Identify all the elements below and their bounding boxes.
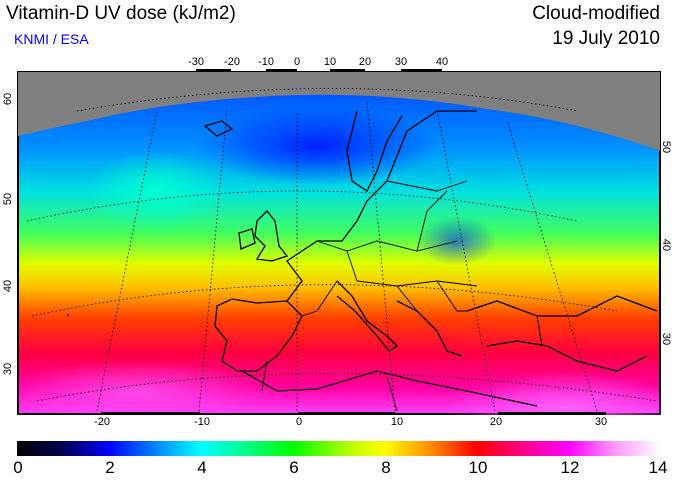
colorbar-label: 14 <box>648 458 668 477</box>
scale-segment <box>401 69 442 72</box>
colorbar-label: 4 <box>197 458 207 477</box>
bottom-lon-tick: 0 <box>295 416 303 428</box>
left-lat-tick: 30 <box>2 362 15 376</box>
coastlines <box>67 110 658 407</box>
bottom-lon-tick: -10 <box>194 416 210 428</box>
top-lon-tick: 40 <box>435 56 449 68</box>
graticule <box>26 88 658 412</box>
top-lon-tick: 10 <box>323 56 337 68</box>
product-variant: Cloud-modified <box>532 3 660 24</box>
top-lon-tick: 0 <box>293 56 301 68</box>
map-date: 19 July 2010 <box>552 28 660 49</box>
right-lat-tick: 50 <box>660 140 673 154</box>
top-lon-tick: -10 <box>258 56 274 68</box>
credit-label: KNMI / ESA <box>14 31 89 47</box>
colorbar-label: 0 <box>13 458 23 477</box>
scale-segment <box>498 412 606 415</box>
top-lon-tick: 30 <box>394 56 408 68</box>
map-title: Vitamin-D UV dose (kJ/m2) <box>6 3 236 24</box>
no-data-region <box>18 72 660 151</box>
right-lat-tick: 40 <box>660 238 673 252</box>
top-lon-tick: -20 <box>224 56 240 68</box>
left-lat-tick: 60 <box>2 92 15 106</box>
bottom-lon-tick: 30 <box>594 416 608 428</box>
scale-segment <box>298 412 395 415</box>
colorbar-label: 2 <box>105 458 115 477</box>
colorbar-label: 10 <box>468 458 488 477</box>
bottom-lon-tick: 10 <box>390 416 404 428</box>
top-lon-tick: 20 <box>358 56 372 68</box>
colorbar <box>17 441 661 456</box>
borders <box>261 180 543 412</box>
low-dose-area <box>197 106 437 186</box>
bottom-lon-tick: 20 <box>489 416 503 428</box>
scale-segment <box>196 69 231 72</box>
left-lat-tick: 50 <box>2 192 15 206</box>
colorbar-label: 6 <box>289 458 299 477</box>
left-lat-tick: 40 <box>2 279 15 293</box>
right-lat-tick: 30 <box>660 332 673 346</box>
top-lon-tick: -30 <box>188 56 204 68</box>
scale-segment <box>101 412 200 415</box>
cloud-swirl <box>87 151 227 231</box>
uv-dose-map <box>17 71 661 415</box>
colorbar-label: 12 <box>560 458 580 477</box>
scale-segment <box>330 69 365 72</box>
bottom-lon-tick: -20 <box>94 416 110 428</box>
scale-segment <box>266 69 297 72</box>
colorbar-label: 8 <box>381 458 391 477</box>
